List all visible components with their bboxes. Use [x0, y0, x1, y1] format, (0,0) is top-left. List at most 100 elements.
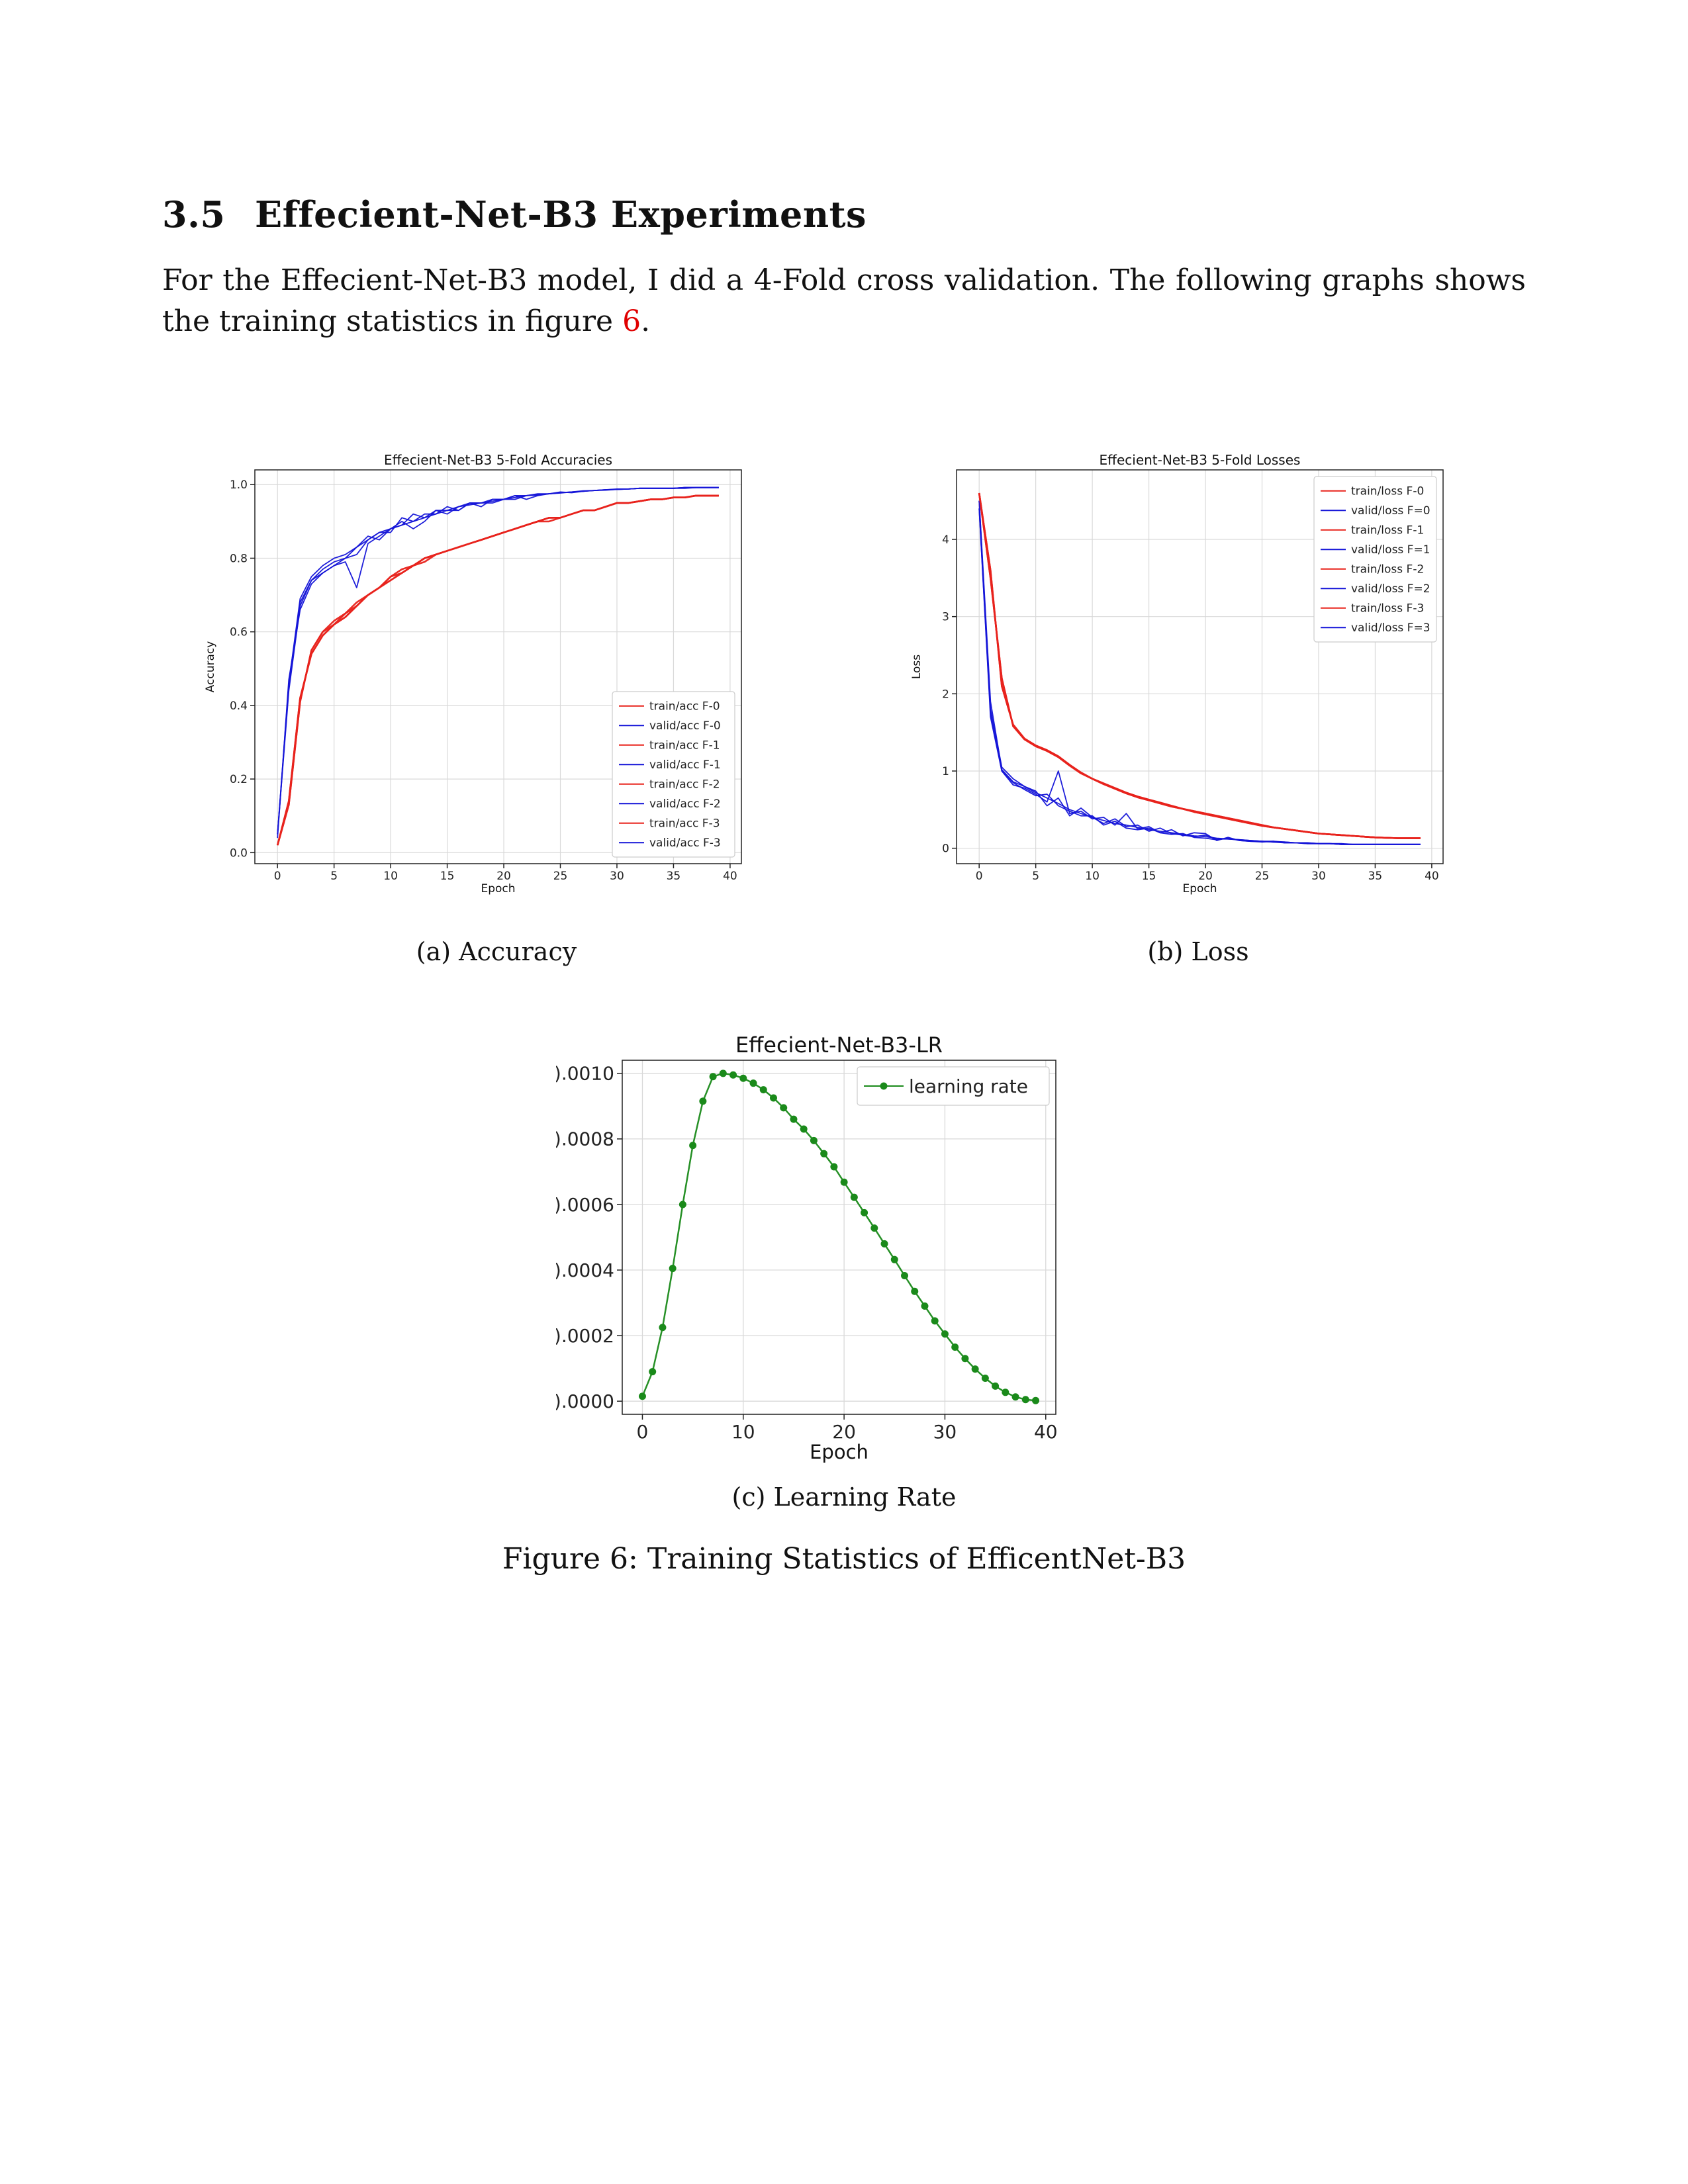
- x-tick-label: 40: [1034, 1421, 1058, 1443]
- y-axis-label: Loss: [910, 655, 923, 679]
- data-point: [971, 1365, 979, 1373]
- data-point: [638, 1392, 646, 1400]
- plot-frame: [254, 469, 742, 864]
- data-point: [709, 1073, 717, 1081]
- paragraph-text: For the Effecient-Net-B3 model, I did a …: [162, 263, 1526, 338]
- series-line-0: [641, 1072, 1036, 1402]
- section-number: 3.5: [162, 193, 226, 236]
- y-tick-label: 1: [942, 765, 949, 778]
- x-tick-label: 10: [1085, 870, 1100, 883]
- y-tick-label: 0.0: [230, 846, 248, 860]
- figure-caption: Figure 6: Training Statistics of Efficen…: [502, 1542, 1186, 1576]
- series-line-7: [277, 486, 719, 835]
- data-point: [921, 1302, 929, 1310]
- data-point: [719, 1069, 727, 1077]
- data-point: [820, 1150, 828, 1158]
- legend: train/loss F-0 valid/loss F=0 train/loss F…: [1313, 476, 1437, 643]
- subfigure-caption-b: (b) Loss: [1147, 937, 1249, 966]
- data-point: [830, 1163, 838, 1171]
- data-point: [992, 1382, 1000, 1390]
- legend: train/acc F-0 valid/acc F-0 train/acc F-1 v…: [612, 691, 735, 858]
- x-axis-label: Epoch: [1182, 882, 1217, 895]
- y-tick-label: 2: [942, 688, 949, 701]
- legend-entry: train/loss F-3: [1351, 602, 1424, 615]
- y-tick-label: ).0006: [556, 1194, 614, 1216]
- y-axis-label: Accuracy: [204, 641, 217, 693]
- y-tick-label: 0: [942, 842, 949, 856]
- x-tick-label: 30: [1311, 870, 1326, 883]
- loss-chart: Effecient-Net-B3 5-Fold Losses 0 5 10 15 20 25…: [900, 443, 1456, 907]
- legend-entry: train/loss F-2: [1351, 563, 1424, 576]
- y-tick-label: 3: [942, 611, 949, 624]
- data-point: [669, 1265, 677, 1273]
- x-tick-label: 10: [383, 870, 398, 883]
- y-tick-label: 0.4: [230, 700, 248, 713]
- chart-title: Effecient-Net-B3 5-Fold Accuracies: [384, 452, 612, 468]
- data-point: [901, 1271, 909, 1279]
- legend-entry: valid/loss F=0: [1351, 504, 1430, 518]
- x-tick-label: 40: [1425, 870, 1439, 883]
- data-point: [1011, 1393, 1019, 1401]
- accuracy-chart: Effecient-Net-B3 5-Fold Accuracies 0 5 10 15…: [199, 443, 755, 907]
- legend-entry: valid/loss F=3: [1351, 621, 1430, 635]
- data-point: [759, 1086, 767, 1094]
- legend-entry: train/acc F-1: [649, 739, 720, 752]
- y-tick-label: 0.8: [230, 552, 248, 565]
- data-point: [850, 1193, 858, 1201]
- subfigure-caption-c: (c) Learning Rate: [731, 1482, 957, 1512]
- data-point: [880, 1240, 888, 1248]
- x-tick-label: 35: [1368, 870, 1383, 883]
- legend-entry: valid/loss F=2: [1351, 582, 1430, 596]
- legend-box: [857, 1066, 1050, 1106]
- x-tick-label: 5: [1032, 870, 1039, 883]
- series-group: [978, 492, 1421, 845]
- data-point: [840, 1178, 848, 1186]
- y-tick-label: ).0000: [556, 1390, 614, 1412]
- section-heading: 3.5 Effecient-Net-B3 Experiments: [162, 193, 867, 236]
- x-tick-label: 25: [1255, 870, 1270, 883]
- legend-entry: valid/acc F-0: [649, 719, 721, 733]
- x-tick-label: 20: [496, 870, 511, 883]
- data-point: [729, 1071, 737, 1079]
- learning-rate-chart-svg: Effecient-Net-B3-LR 0 10 20 30 40).0000).0002…: [554, 1032, 1058, 1463]
- x-axis-label: Epoch: [481, 882, 515, 895]
- body-paragraph: For the Effecient-Net-B3 model, I did a …: [162, 260, 1526, 342]
- x-tick-label: 0: [637, 1421, 649, 1443]
- legend-marker: [880, 1082, 888, 1090]
- x-tick-label: 25: [553, 870, 568, 883]
- series-group: [638, 1069, 1040, 1404]
- y-tick-label: ).0004: [556, 1259, 614, 1281]
- y-tick-label: ).0008: [556, 1128, 614, 1150]
- legend-entry: train/loss F-0: [1351, 485, 1424, 498]
- legend-entry: learning rate: [909, 1075, 1028, 1097]
- legend-entry: train/loss F-1: [1351, 524, 1424, 537]
- data-point: [810, 1136, 818, 1144]
- legend-entry: train/acc F-3: [649, 817, 720, 831]
- plot-frame: [956, 469, 1444, 864]
- legend-box: [612, 691, 735, 858]
- data-point: [769, 1094, 777, 1102]
- data-point: [699, 1097, 707, 1105]
- x-tick-label: 10: [731, 1421, 755, 1443]
- series-group: [276, 486, 719, 846]
- data-point: [800, 1125, 808, 1133]
- data-point: [870, 1224, 878, 1232]
- legend-entry: valid/acc F-3: [649, 837, 721, 850]
- data-point: [790, 1115, 798, 1123]
- data-point: [739, 1074, 747, 1082]
- figure-reference-link[interactable]: 6: [622, 304, 641, 338]
- legend-entry: valid/acc F-2: [649, 797, 721, 811]
- legend-entry: valid/loss F=1: [1351, 543, 1430, 557]
- x-tick-label: 0: [274, 870, 281, 883]
- plot-frame: [622, 1060, 1056, 1415]
- y-tick-label: 0.2: [230, 773, 248, 786]
- chart-title: Effecient-Net-B3 5-Fold Losses: [1100, 452, 1301, 468]
- data-point: [941, 1330, 949, 1338]
- data-point: [961, 1355, 969, 1363]
- x-tick-label: 30: [933, 1421, 957, 1443]
- data-point: [911, 1287, 919, 1295]
- data-point: [780, 1104, 788, 1112]
- x-tick-label: 20: [832, 1421, 856, 1443]
- x-tick-label: 5: [330, 870, 338, 883]
